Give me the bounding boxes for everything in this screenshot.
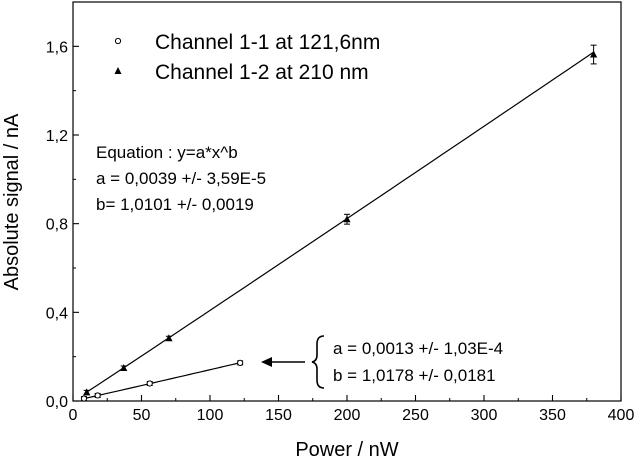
x-tick-label: 350 — [539, 407, 566, 424]
axis-tick-labels: 0 50 100 150 200 250 300 350 400 0,0 0,4 0,8 1,2 1,6 — [46, 39, 634, 424]
y-tick-label: 0,4 — [46, 305, 68, 322]
x-tick-label: 400 — [608, 407, 634, 424]
y-tick-label: 0,8 — [46, 217, 68, 234]
y-tick-label: 1,2 — [46, 128, 68, 145]
x-tick-label: 50 — [133, 407, 151, 424]
equation-line-3: b= 1,0101 +/- 0,0019 — [96, 195, 254, 214]
axis-ticks — [72, 45, 622, 402]
y-tick-label: 1,6 — [46, 39, 68, 56]
x-tick-label: 150 — [265, 407, 292, 424]
x-tick-label: 0 — [69, 407, 78, 424]
legend-marker-filled-triangle — [114, 67, 122, 74]
data-point-series-1 — [146, 380, 153, 387]
y-tick-label: 0,0 — [46, 394, 68, 411]
legend-marker-open-circle — [114, 37, 122, 45]
x-tick-label: 100 — [197, 407, 224, 424]
fit-line-series-1 — [83, 362, 241, 400]
equation-line-1: Equation : y=a*x^b — [96, 143, 238, 162]
equation-annotation: Equation : y=a*x^b a = 0,0039 +/- 3,59E-… — [96, 143, 266, 214]
equation-line-2: a = 0,0039 +/- 3,59E-5 — [96, 169, 266, 188]
fit2-line-2: b = 1,0178 +/- 0,0181 — [333, 366, 496, 385]
fit2-line-1: a = 0,0013 +/- 1,03E-4 — [333, 339, 503, 358]
data-point-series-2 — [590, 50, 598, 58]
data-point-series-2 — [165, 334, 173, 342]
legend-label-series-2: Channel 1-2 at 210 nm — [155, 61, 369, 84]
data-point-series-1 — [80, 395, 88, 402]
legend-label-series-1: Channel 1-1 at 121,6nm — [155, 31, 380, 54]
fit2-annotation: a = 0,0013 +/- 1,03E-4 b = 1,0178 +/- 0,… — [261, 335, 503, 389]
x-tick-label: 200 — [334, 407, 361, 424]
data-point-series-2 — [120, 363, 128, 371]
data-point-series-1 — [94, 392, 101, 399]
annotation-brace — [311, 335, 325, 389]
x-tick-label: 300 — [471, 407, 498, 424]
data-points — [80, 44, 598, 402]
x-axis-label: Power / nW — [295, 439, 398, 461]
data-point-series-2 — [83, 388, 91, 396]
annotation-arrow-head — [261, 357, 272, 367]
data-point-series-1 — [237, 359, 244, 366]
data-point-series-2 — [343, 215, 351, 223]
y-axis-label: Absolute signal / nA — [1, 113, 23, 290]
legend: Channel 1-1 at 121,6nm Channel 1-2 at 21… — [114, 31, 380, 84]
x-tick-label: 250 — [402, 407, 429, 424]
